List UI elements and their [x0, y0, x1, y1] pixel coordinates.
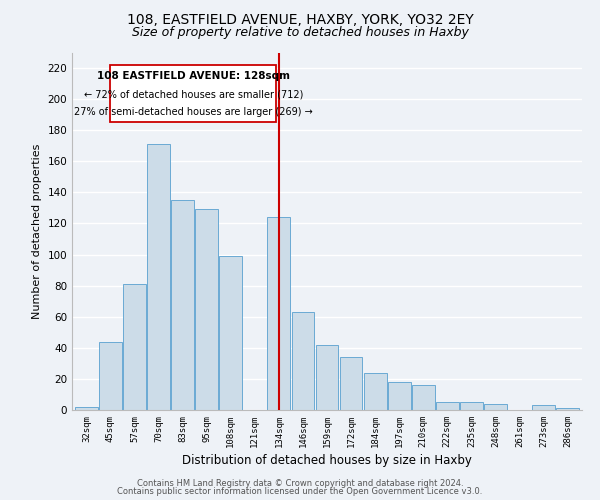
- Bar: [340, 357, 362, 410]
- Text: 27% of semi-detached houses are larger (269) →: 27% of semi-detached houses are larger (…: [74, 107, 313, 117]
- Bar: [484, 404, 507, 410]
- Bar: [460, 402, 483, 410]
- FancyBboxPatch shape: [110, 65, 277, 122]
- Bar: [364, 372, 386, 410]
- Text: 108, EASTFIELD AVENUE, HAXBY, YORK, YO32 2EY: 108, EASTFIELD AVENUE, HAXBY, YORK, YO32…: [127, 12, 473, 26]
- Bar: [147, 144, 170, 410]
- Bar: [99, 342, 122, 410]
- Bar: [316, 344, 338, 410]
- Bar: [292, 312, 314, 410]
- Text: Size of property relative to detached houses in Haxby: Size of property relative to detached ho…: [131, 26, 469, 39]
- X-axis label: Distribution of detached houses by size in Haxby: Distribution of detached houses by size …: [182, 454, 472, 467]
- Bar: [388, 382, 410, 410]
- Bar: [436, 402, 459, 410]
- Bar: [123, 284, 146, 410]
- Text: Contains HM Land Registry data © Crown copyright and database right 2024.: Contains HM Land Registry data © Crown c…: [137, 479, 463, 488]
- Bar: [412, 385, 434, 410]
- Bar: [75, 407, 98, 410]
- Y-axis label: Number of detached properties: Number of detached properties: [32, 144, 42, 319]
- Bar: [195, 210, 218, 410]
- Text: Contains public sector information licensed under the Open Government Licence v3: Contains public sector information licen…: [118, 487, 482, 496]
- Bar: [220, 256, 242, 410]
- Text: 108 EASTFIELD AVENUE: 128sqm: 108 EASTFIELD AVENUE: 128sqm: [97, 71, 290, 81]
- Bar: [532, 406, 555, 410]
- Bar: [268, 218, 290, 410]
- Bar: [171, 200, 194, 410]
- Text: ← 72% of detached houses are smaller (712): ← 72% of detached houses are smaller (71…: [84, 89, 303, 99]
- Bar: [556, 408, 579, 410]
